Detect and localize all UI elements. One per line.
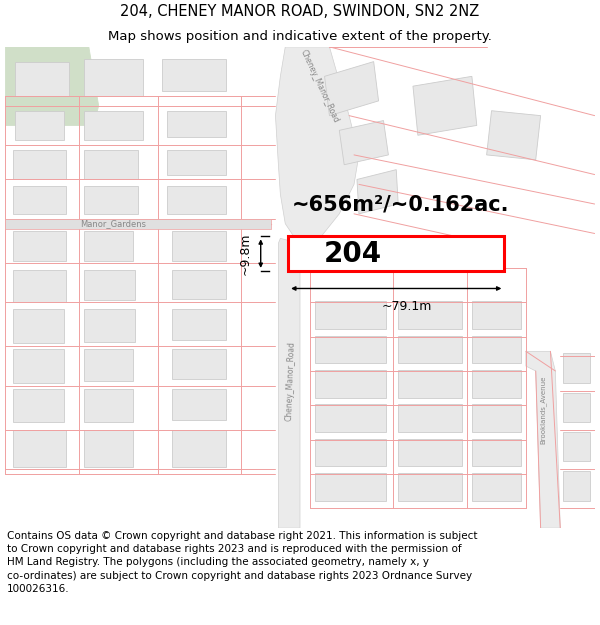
Polygon shape	[13, 389, 64, 422]
Polygon shape	[167, 150, 226, 174]
Polygon shape	[315, 370, 386, 398]
Polygon shape	[472, 473, 521, 501]
Polygon shape	[172, 430, 226, 468]
Polygon shape	[315, 439, 386, 466]
Polygon shape	[315, 473, 386, 501]
Polygon shape	[563, 471, 590, 501]
Polygon shape	[398, 370, 462, 398]
Polygon shape	[84, 349, 133, 381]
Text: Brooklands_Avenue: Brooklands_Avenue	[539, 376, 546, 444]
Polygon shape	[84, 231, 133, 261]
Polygon shape	[398, 336, 462, 363]
Text: Contains OS data © Crown copyright and database right 2021. This information is : Contains OS data © Crown copyright and d…	[7, 531, 478, 594]
Polygon shape	[5, 219, 271, 229]
Polygon shape	[487, 111, 541, 160]
Polygon shape	[357, 169, 398, 214]
Polygon shape	[172, 309, 226, 339]
Polygon shape	[84, 111, 143, 140]
Polygon shape	[13, 186, 66, 214]
Text: Map shows position and indicative extent of the property.: Map shows position and indicative extent…	[108, 30, 492, 43]
Polygon shape	[398, 473, 462, 501]
Polygon shape	[563, 392, 590, 422]
Polygon shape	[13, 349, 64, 382]
Polygon shape	[339, 121, 388, 165]
Polygon shape	[398, 301, 462, 329]
Polygon shape	[13, 150, 66, 179]
Polygon shape	[15, 111, 64, 140]
Polygon shape	[167, 186, 226, 214]
Polygon shape	[172, 231, 226, 261]
Polygon shape	[325, 62, 379, 116]
Polygon shape	[315, 336, 386, 363]
Polygon shape	[472, 301, 521, 329]
Polygon shape	[413, 76, 477, 135]
Polygon shape	[84, 270, 135, 300]
Text: 204, CHENEY MANOR ROAD, SWINDON, SN2 2NZ: 204, CHENEY MANOR ROAD, SWINDON, SN2 2NZ	[121, 4, 479, 19]
Text: Cheney_Manor_Road: Cheney_Manor_Road	[299, 48, 341, 124]
Polygon shape	[15, 62, 69, 96]
Polygon shape	[472, 439, 521, 466]
Polygon shape	[84, 186, 138, 214]
Polygon shape	[163, 59, 226, 91]
Polygon shape	[84, 59, 143, 96]
Text: Manor_Gardens: Manor_Gardens	[80, 219, 146, 228]
Polygon shape	[167, 111, 226, 138]
Polygon shape	[398, 404, 462, 432]
Polygon shape	[172, 389, 226, 420]
Polygon shape	[84, 389, 133, 422]
Polygon shape	[275, 47, 359, 243]
Text: 204: 204	[324, 239, 382, 268]
Polygon shape	[526, 351, 560, 528]
Polygon shape	[13, 270, 66, 302]
Polygon shape	[13, 430, 66, 468]
Polygon shape	[13, 231, 66, 261]
Polygon shape	[398, 439, 462, 466]
Polygon shape	[472, 404, 521, 432]
Polygon shape	[563, 353, 590, 382]
Text: ~9.8m: ~9.8m	[238, 232, 251, 275]
Polygon shape	[84, 150, 138, 179]
Polygon shape	[84, 430, 133, 468]
Text: ~656m²/~0.162ac.: ~656m²/~0.162ac.	[292, 195, 509, 215]
Polygon shape	[278, 238, 300, 528]
Text: Cheney_Manor_Road: Cheney_Manor_Road	[284, 341, 296, 421]
Polygon shape	[315, 301, 386, 329]
Polygon shape	[172, 349, 226, 379]
Polygon shape	[472, 336, 521, 363]
Polygon shape	[315, 404, 386, 432]
Polygon shape	[84, 309, 135, 341]
Bar	[288, 236, 504, 271]
Polygon shape	[5, 47, 98, 126]
Text: ~79.1m: ~79.1m	[382, 299, 432, 312]
Polygon shape	[472, 370, 521, 398]
Polygon shape	[172, 270, 226, 299]
Polygon shape	[13, 309, 64, 344]
Polygon shape	[563, 432, 590, 461]
